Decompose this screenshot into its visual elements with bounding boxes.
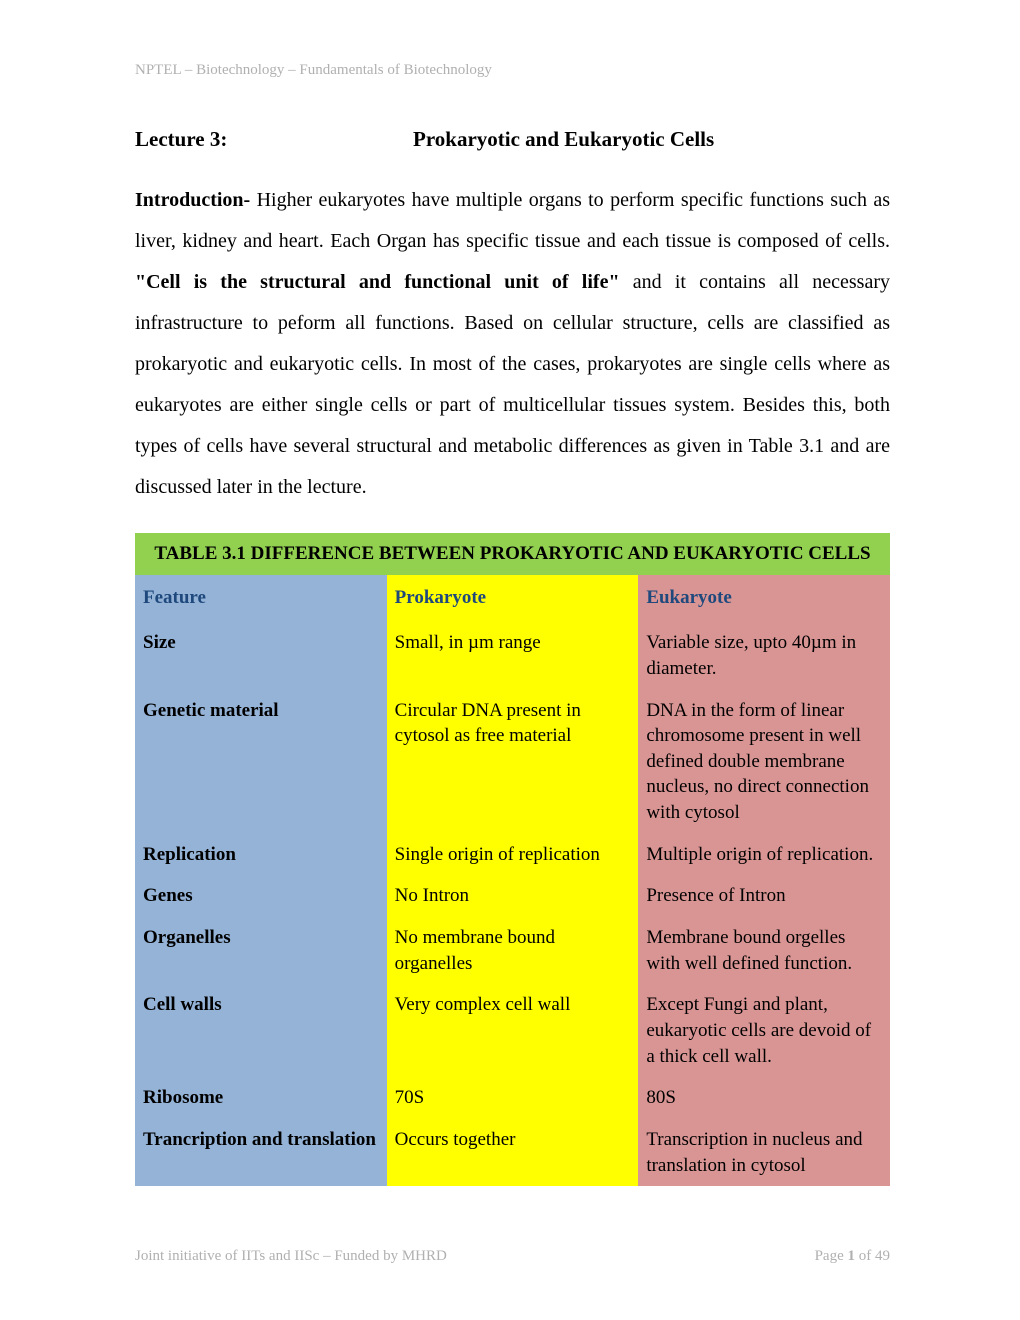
page-current: 1	[848, 1248, 856, 1264]
introduction-label: Introduction-	[135, 189, 257, 211]
prokaryote-cell: Very complex cell wall	[387, 984, 639, 1077]
footer-left-text: Joint initiative of IITs and IISc – Fund…	[135, 1248, 447, 1265]
eukaryote-cell: Except Fungi and plant, eukaryotic cells…	[638, 984, 890, 1077]
feature-cell: Trancription and translation	[135, 1119, 387, 1186]
eukaryote-cell: Membrane bound orgelles with well define…	[638, 917, 890, 984]
lecture-title-row: Lecture 3: Prokaryotic and Eukaryotic Ce…	[135, 127, 890, 152]
feature-cell: Replication	[135, 834, 387, 876]
feature-cell: Organelles	[135, 917, 387, 984]
table-row: OrganellesNo membrane bound organellesMe…	[135, 917, 890, 984]
page-prefix: Page	[815, 1248, 848, 1264]
column-header-prokaryote: Prokaryote	[387, 575, 639, 623]
eukaryote-cell: Presence of Intron	[638, 875, 890, 917]
table-row: GenesNo IntronPresence of Intron	[135, 875, 890, 917]
table-row: Genetic materialCircular DNA present in …	[135, 690, 890, 834]
introduction-paragraph: Introduction- Higher eukaryotes have mul…	[135, 180, 890, 508]
table-row: ReplicationSingle origin of replicationM…	[135, 834, 890, 876]
feature-cell: Cell walls	[135, 984, 387, 1077]
table-title: TABLE 3.1 DIFFERENCE BETWEEN PROKARYOTIC…	[135, 533, 890, 575]
table-row: SizeSmall, in µm rangeVariable size, upt…	[135, 622, 890, 689]
feature-cell: Genetic material	[135, 690, 387, 834]
table-row: Ribosome70S80S	[135, 1077, 890, 1119]
document-page: NPTEL – Biotechnology – Fundamentals of …	[0, 0, 1020, 1320]
column-header-eukaryote: Eukaryote	[638, 575, 890, 623]
prokaryote-cell: No membrane bound organelles	[387, 917, 639, 984]
intro-bold-quote: "Cell is the structural and functional u…	[135, 271, 620, 293]
page-total: 49	[875, 1248, 890, 1264]
eukaryote-cell: Multiple origin of replication.	[638, 834, 890, 876]
prokaryote-cell: 70S	[387, 1077, 639, 1119]
prokaryote-cell: No Intron	[387, 875, 639, 917]
feature-cell: Size	[135, 622, 387, 689]
page-of: of	[855, 1248, 875, 1264]
page-header: NPTEL – Biotechnology – Fundamentals of …	[135, 62, 890, 79]
lecture-title-text: Prokaryotic and Eukaryotic Cells	[413, 127, 890, 152]
table-header-row: Feature Prokaryote Eukaryote	[135, 575, 890, 623]
intro-text-2: and it contains all necessary infrastruc…	[135, 271, 890, 498]
prokaryote-cell: Circular DNA present in cytosol as free …	[387, 690, 639, 834]
page-footer: Joint initiative of IITs and IISc – Fund…	[135, 1248, 890, 1265]
feature-cell: Ribosome	[135, 1077, 387, 1119]
table-title-row: TABLE 3.1 DIFFERENCE BETWEEN PROKARYOTIC…	[135, 533, 890, 575]
eukaryote-cell: Variable size, upto 40µm in diameter.	[638, 622, 890, 689]
feature-cell: Genes	[135, 875, 387, 917]
comparison-table: TABLE 3.1 DIFFERENCE BETWEEN PROKARYOTIC…	[135, 533, 890, 1186]
table-row: Trancription and translationOccurs toget…	[135, 1119, 890, 1186]
prokaryote-cell: Single origin of replication	[387, 834, 639, 876]
prokaryote-cell: Occurs together	[387, 1119, 639, 1186]
column-header-feature: Feature	[135, 575, 387, 623]
prokaryote-cell: Small, in µm range	[387, 622, 639, 689]
eukaryote-cell: Transcription in nucleus and translation…	[638, 1119, 890, 1186]
eukaryote-cell: 80S	[638, 1077, 890, 1119]
table-row: Cell wallsVery complex cell wallExcept F…	[135, 984, 890, 1077]
eukaryote-cell: DNA in the form of linear chromosome pre…	[638, 690, 890, 834]
page-number: Page 1 of 49	[815, 1248, 890, 1265]
lecture-number-label: Lecture 3:	[135, 127, 413, 152]
